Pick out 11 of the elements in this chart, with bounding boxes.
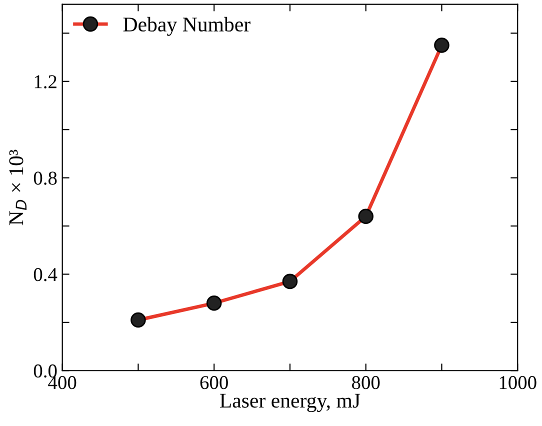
x-tick-label: 400: [48, 376, 76, 390]
y-tick-label: 0.0: [34, 364, 57, 378]
x-tick-label: 800: [352, 376, 380, 390]
x-tick-label: 1000: [500, 376, 536, 390]
legend-label: Debay Number: [123, 16, 250, 36]
x-tick-label: 600: [200, 376, 228, 390]
y-axis-title: N$_{D}$ × 10³: [9, 150, 26, 226]
y-tick-label: 1.2: [34, 75, 56, 88]
y-tick-label: 0.4: [34, 268, 58, 282]
x-axis-title: Laser energy, mJ: [220, 394, 360, 412]
y-tick-label: 0.8: [34, 172, 57, 185]
